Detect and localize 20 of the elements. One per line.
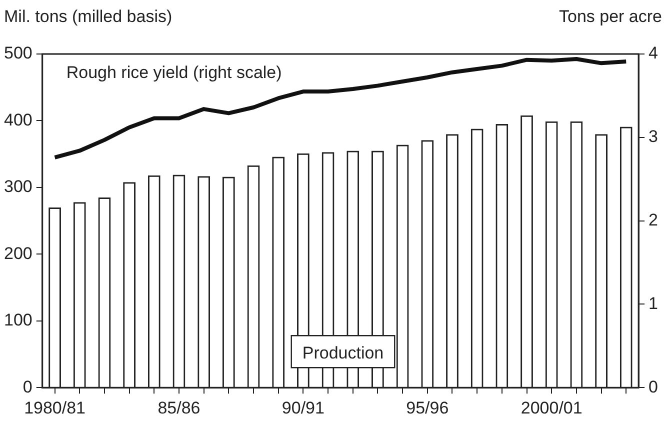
y2-tick-label: 1	[648, 294, 658, 313]
y-tick-label: 100	[4, 310, 32, 330]
y-tick-label: 500	[4, 44, 32, 63]
y-tick-label: 200	[4, 244, 32, 263]
y2-tick-label: 3	[648, 127, 658, 146]
x-tick-label: 95/96	[406, 398, 449, 418]
y2-axis-title: Tons per acre	[559, 7, 662, 26]
series-label: Production	[302, 344, 384, 363]
x-tick-label: 2000/01	[520, 398, 582, 418]
x-tick-label: 85/86	[158, 398, 200, 418]
y2-tick-label: 2	[648, 210, 658, 230]
y-axis-title: Mil. tons (milled basis)	[4, 7, 172, 26]
y2-tick-label: 4	[648, 44, 658, 63]
x-tick-label: 1980/81	[24, 398, 86, 418]
series-label: Rough rice yield (right scale)	[66, 63, 282, 82]
y-tick-label: 400	[4, 110, 32, 130]
x-tick-label: 90/91	[282, 398, 324, 418]
y2-tick-label: 0	[648, 377, 658, 396]
y-tick-label: 300	[4, 177, 32, 196]
y-tick-label: 0	[22, 377, 32, 396]
